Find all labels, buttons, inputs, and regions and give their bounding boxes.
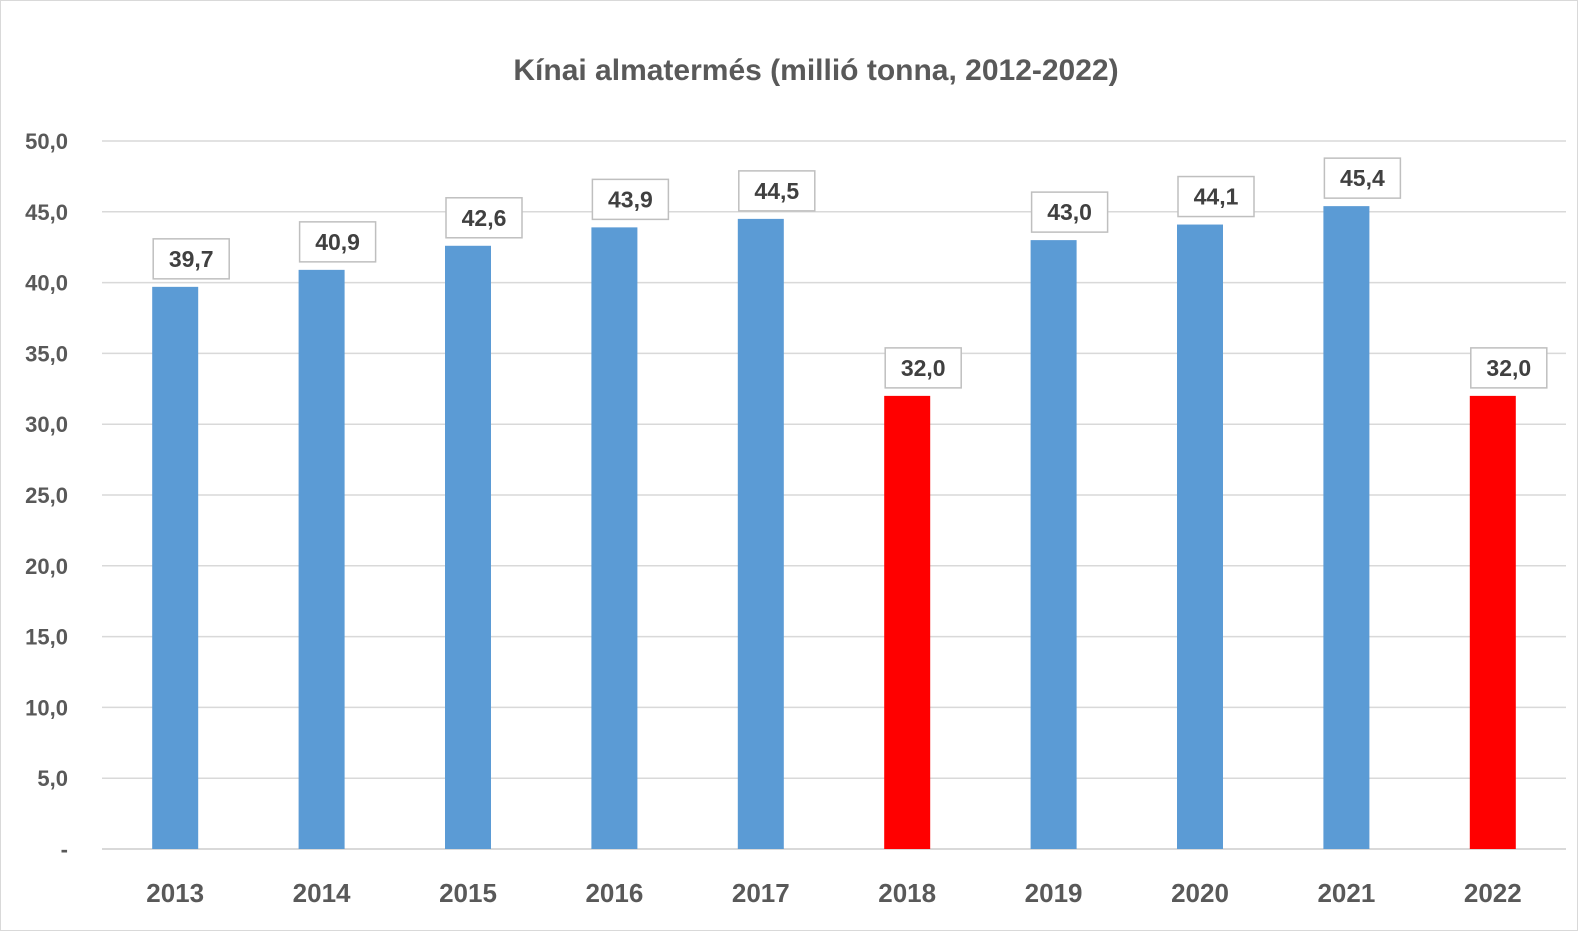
bar-2013: [152, 286, 199, 849]
bars: [152, 206, 1516, 850]
x-tick-label: 2014: [293, 878, 351, 908]
y-tick-label: 10,0: [25, 695, 68, 720]
gridlines: [102, 140, 1566, 850]
bar-2014: [298, 269, 345, 850]
data-label: 43,9: [608, 186, 653, 212]
y-tick-label: 50,0: [25, 129, 68, 154]
data-label-box: [884, 347, 962, 389]
y-tick-label: 15,0: [25, 625, 68, 650]
y-tick-label: 40,0: [25, 271, 68, 296]
bar-2019: [1030, 240, 1077, 849]
data-label-box: [1177, 175, 1255, 218]
data-label: 44,5: [754, 178, 799, 204]
data-label-box: [152, 238, 230, 280]
data-label: 40,9: [315, 229, 360, 255]
bar-2022: [1469, 395, 1516, 849]
data-label: 39,7: [169, 246, 214, 272]
y-axis-ticks: - 5,0 10,0 15,0 20,0 25,0 30,0 35,0 40,0 45,0 50,0: [25, 129, 68, 862]
y-tick-label: 30,0: [25, 412, 68, 437]
data-label-box: [1470, 347, 1548, 389]
data-label-box: [298, 221, 377, 263]
data-label-box: [445, 197, 523, 239]
bar-2017: [737, 218, 784, 849]
chart-title: Kínai almatermés (millió tonna, 2012-202…: [513, 54, 1118, 87]
bar-2018: [884, 395, 931, 849]
data-labels: 39,7 40,9 42,6 43,9 44,5 32,0 43,0 44,1 45,4 32,0: [152, 157, 1548, 389]
data-label-box: [1323, 157, 1402, 199]
x-tick-label: 2019: [1025, 878, 1083, 908]
bar-2020: [1177, 224, 1223, 849]
bar-2016: [591, 227, 638, 850]
y-tick-label: 25,0: [25, 483, 68, 508]
y-tick-label: 45,0: [25, 200, 68, 225]
x-axis-ticks: 2013 2014 2015 2016 2017 2018 2019 2020 2021 2022: [146, 878, 1521, 908]
y-tick-label: 5,0: [37, 766, 68, 791]
x-tick-label: 2017: [732, 878, 790, 908]
x-tick-label: 2018: [878, 878, 936, 908]
data-label-box: [1030, 191, 1109, 233]
data-label: 44,1: [1194, 184, 1239, 210]
y-tick-label: 20,0: [25, 554, 68, 579]
x-tick-label: 2016: [585, 878, 643, 908]
data-label: 32,0: [901, 355, 946, 381]
bar-2021: [1323, 206, 1370, 850]
x-tick-label: 2015: [439, 878, 497, 908]
data-label-box: [738, 170, 816, 212]
data-label: 42,6: [462, 205, 507, 231]
data-label: 45,4: [1340, 165, 1385, 191]
x-tick-label: 2022: [1464, 878, 1522, 908]
x-tick-label: 2020: [1171, 878, 1229, 908]
x-tick-label: 2021: [1317, 878, 1375, 908]
y-tick-label: 35,0: [25, 341, 68, 366]
data-label: 43,0: [1047, 199, 1092, 225]
data-label: 32,0: [1486, 355, 1531, 381]
y-tick-label: -: [61, 837, 68, 862]
bar-2015: [445, 245, 491, 849]
x-tick-label: 2013: [146, 878, 204, 908]
data-label-box: [591, 178, 670, 221]
